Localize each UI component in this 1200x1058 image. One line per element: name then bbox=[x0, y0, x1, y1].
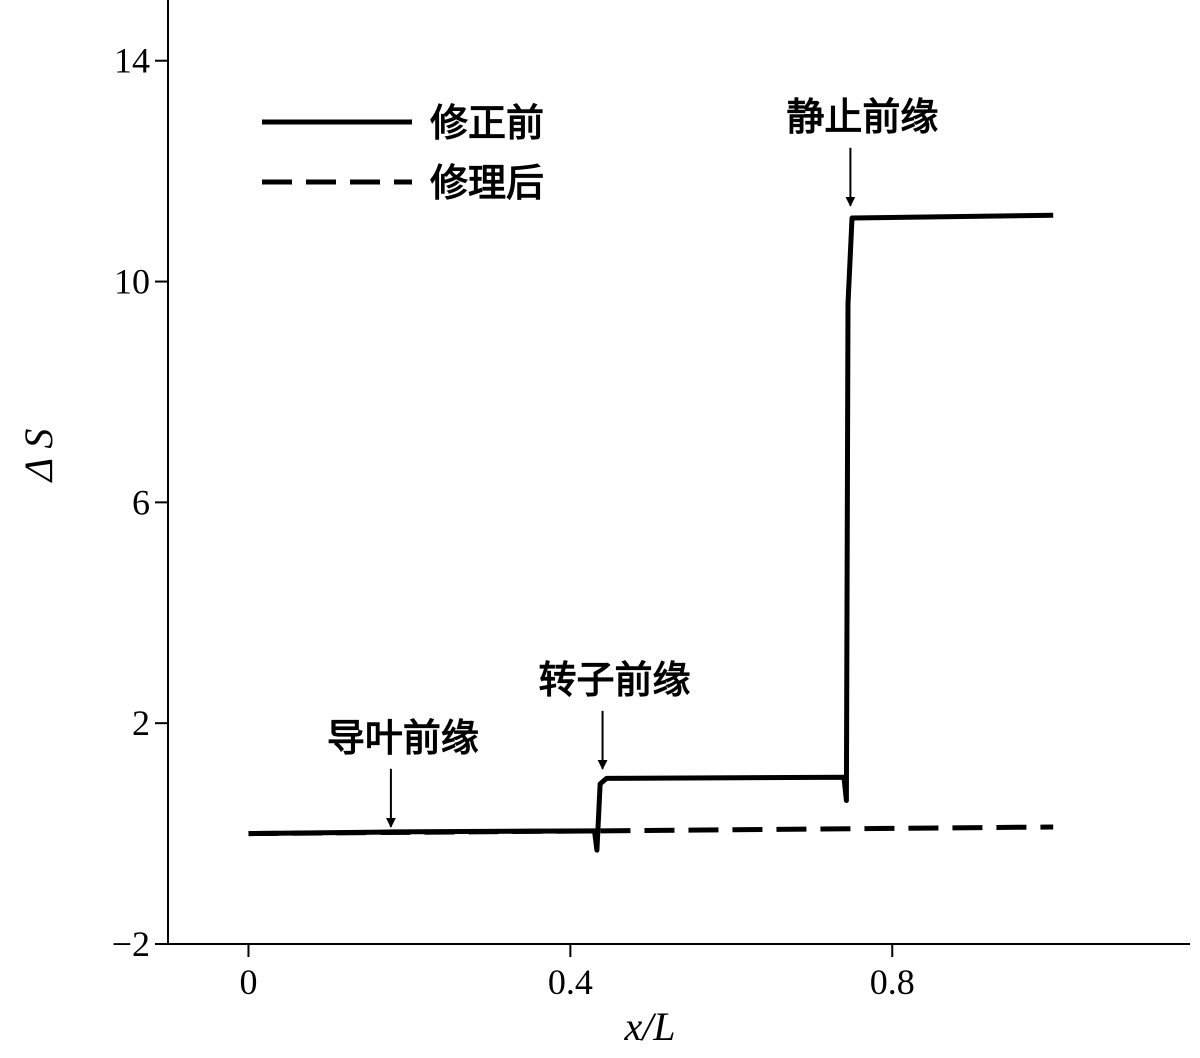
y-tick-label: 10 bbox=[114, 262, 150, 302]
x-tick-label: 0.4 bbox=[548, 962, 593, 1002]
legend-label: 修理后 bbox=[430, 161, 544, 205]
x-axis-label: x/L bbox=[623, 1004, 675, 1049]
x-tick-label: 0 bbox=[239, 962, 257, 1002]
legend-label: 修正前 bbox=[430, 101, 544, 145]
annotation-text: 静止前缘 bbox=[786, 95, 938, 139]
y-tick-label: 6 bbox=[132, 482, 150, 522]
y-tick-label: −2 bbox=[112, 924, 150, 964]
annotation-text: 导叶前缘 bbox=[327, 716, 479, 760]
data-line bbox=[248, 824, 1054, 837]
x-tick-label: 0.8 bbox=[870, 962, 915, 1002]
y-tick-label: 14 bbox=[114, 41, 150, 81]
annotation-text: 转子前缘 bbox=[539, 658, 691, 702]
y-axis-label: Δ S bbox=[16, 429, 61, 484]
y-tick-label: 2 bbox=[132, 703, 150, 743]
